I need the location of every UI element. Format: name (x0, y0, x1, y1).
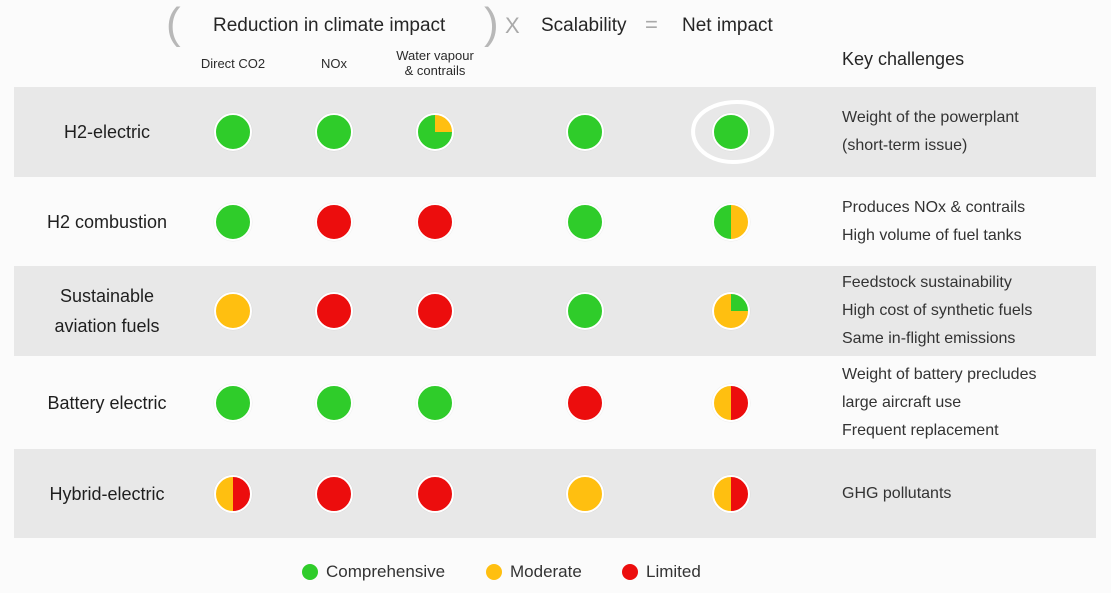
rating-dot-water-vapour (416, 292, 454, 330)
technology-name-line: aviation fuels (54, 316, 160, 336)
technology-name: Hybrid-electric (14, 479, 200, 509)
rating-dot-direct-co2 (214, 113, 252, 151)
net-impact-header: Net impact (682, 15, 773, 36)
water-vapour-line1: Water vapour (396, 48, 474, 63)
open-parenthesis: ( (166, 0, 181, 48)
challenge-item: (short-term issue) (842, 137, 968, 154)
rating-dot-nox (315, 292, 353, 330)
challenge-item: Frequent replacement (842, 421, 999, 439)
scalability-header: Scalability (541, 15, 627, 36)
rating-dot-water-vapour (416, 383, 454, 422)
rating-dot-scalability (566, 474, 604, 513)
water-vapour-line2: & contrails (404, 63, 466, 78)
key-challenges-cell: Weight of the powerplant (short-term issu… (842, 104, 1019, 160)
key-challenges-header: Key challenges (842, 49, 965, 69)
technology-name: Sustainable aviation fuels (14, 281, 200, 341)
multiply-sign: X (505, 13, 520, 38)
table-row (14, 266, 1096, 356)
technology-name-line: Hybrid-electric (49, 483, 165, 504)
legend-swatch (486, 564, 502, 580)
technology-name-line: H2-electric (63, 122, 151, 142)
technology-name-line: H2 combustion (46, 211, 168, 232)
challenge-item: Weight of the powerplant (842, 109, 1019, 126)
technology-name-line: Sustainable (59, 286, 155, 306)
technology-name-line: Battery electric (47, 392, 167, 413)
technology-name: H2 combustion (14, 207, 200, 237)
rating-dot-nox (315, 383, 353, 422)
challenge-item: large aircraft use (842, 393, 962, 411)
rating-dot-direct-co2 (214, 474, 252, 513)
highlight-circle-icon (691, 100, 775, 165)
legend-item-limited: Limited (622, 562, 701, 582)
challenge-item: High volume of fuel tanks (842, 226, 1022, 244)
rating-dot-direct-co2 (214, 292, 252, 330)
challenge-item: Same in-flight emissions (842, 330, 1016, 347)
technology-name: Battery electric (14, 388, 200, 418)
key-challenges-cell: GHG pollutants (842, 480, 951, 508)
table-row (14, 449, 1096, 538)
rating-dot-direct-co2 (214, 383, 252, 422)
direct-co2-subheader: Direct CO2 (200, 56, 266, 71)
rating-dot-scalability (566, 202, 604, 241)
legend-label: Comprehensive (326, 562, 446, 581)
rating-dot-direct-co2 (214, 202, 252, 241)
key-challenges-cell: Produces NOx & contrails High volume of f… (842, 194, 1025, 250)
technology-name: H2-electric (14, 117, 200, 147)
key-challenges-cell: Weight of battery precludes large aircraf… (842, 361, 1036, 445)
rating-dot-water-vapour (416, 113, 454, 151)
challenge-item: Produces NOx & contrails (842, 198, 1026, 216)
legend-label: Moderate (510, 562, 582, 581)
legend-item-comprehensive: Comprehensive (302, 562, 445, 582)
legend-swatch (622, 564, 638, 580)
reduction-header: Reduction in climate impact (213, 15, 446, 36)
rating-dot-nox (315, 474, 353, 513)
challenge-item: Feedstock sustainability (842, 274, 1012, 291)
legend-swatch (302, 564, 318, 580)
legend-label: Limited (646, 562, 701, 581)
rating-dot-scalability (566, 383, 604, 422)
rating-dot-net-impact (712, 292, 750, 330)
challenge-item: High cost of synthetic fuels (842, 302, 1033, 319)
rating-dot-nox (315, 202, 353, 241)
rating-dot-scalability (566, 292, 604, 330)
rating-dot-net-impact (712, 202, 750, 241)
rating-dot-water-vapour (416, 202, 454, 241)
challenge-item: GHG pollutants (842, 484, 952, 502)
legend-item-moderate: Moderate (486, 562, 582, 582)
nox-subheader: NOx (321, 56, 347, 71)
equals-sign: = (645, 12, 658, 37)
rating-dot-water-vapour (416, 474, 454, 513)
rating-dot-net-impact (712, 474, 750, 513)
rating-dot-net-impact (712, 113, 750, 151)
table-row (14, 87, 1096, 177)
challenge-item: Weight of battery precludes (842, 365, 1037, 383)
key-challenges-cell: Feedstock sustainability High cost of syn… (842, 269, 1032, 353)
rating-dot-nox (315, 113, 353, 151)
rating-dot-net-impact (712, 383, 750, 422)
water-vapour-subheader: Water vapour & contrails (375, 48, 495, 78)
close-parenthesis: ) (484, 0, 499, 48)
rating-dot-scalability (566, 113, 604, 151)
